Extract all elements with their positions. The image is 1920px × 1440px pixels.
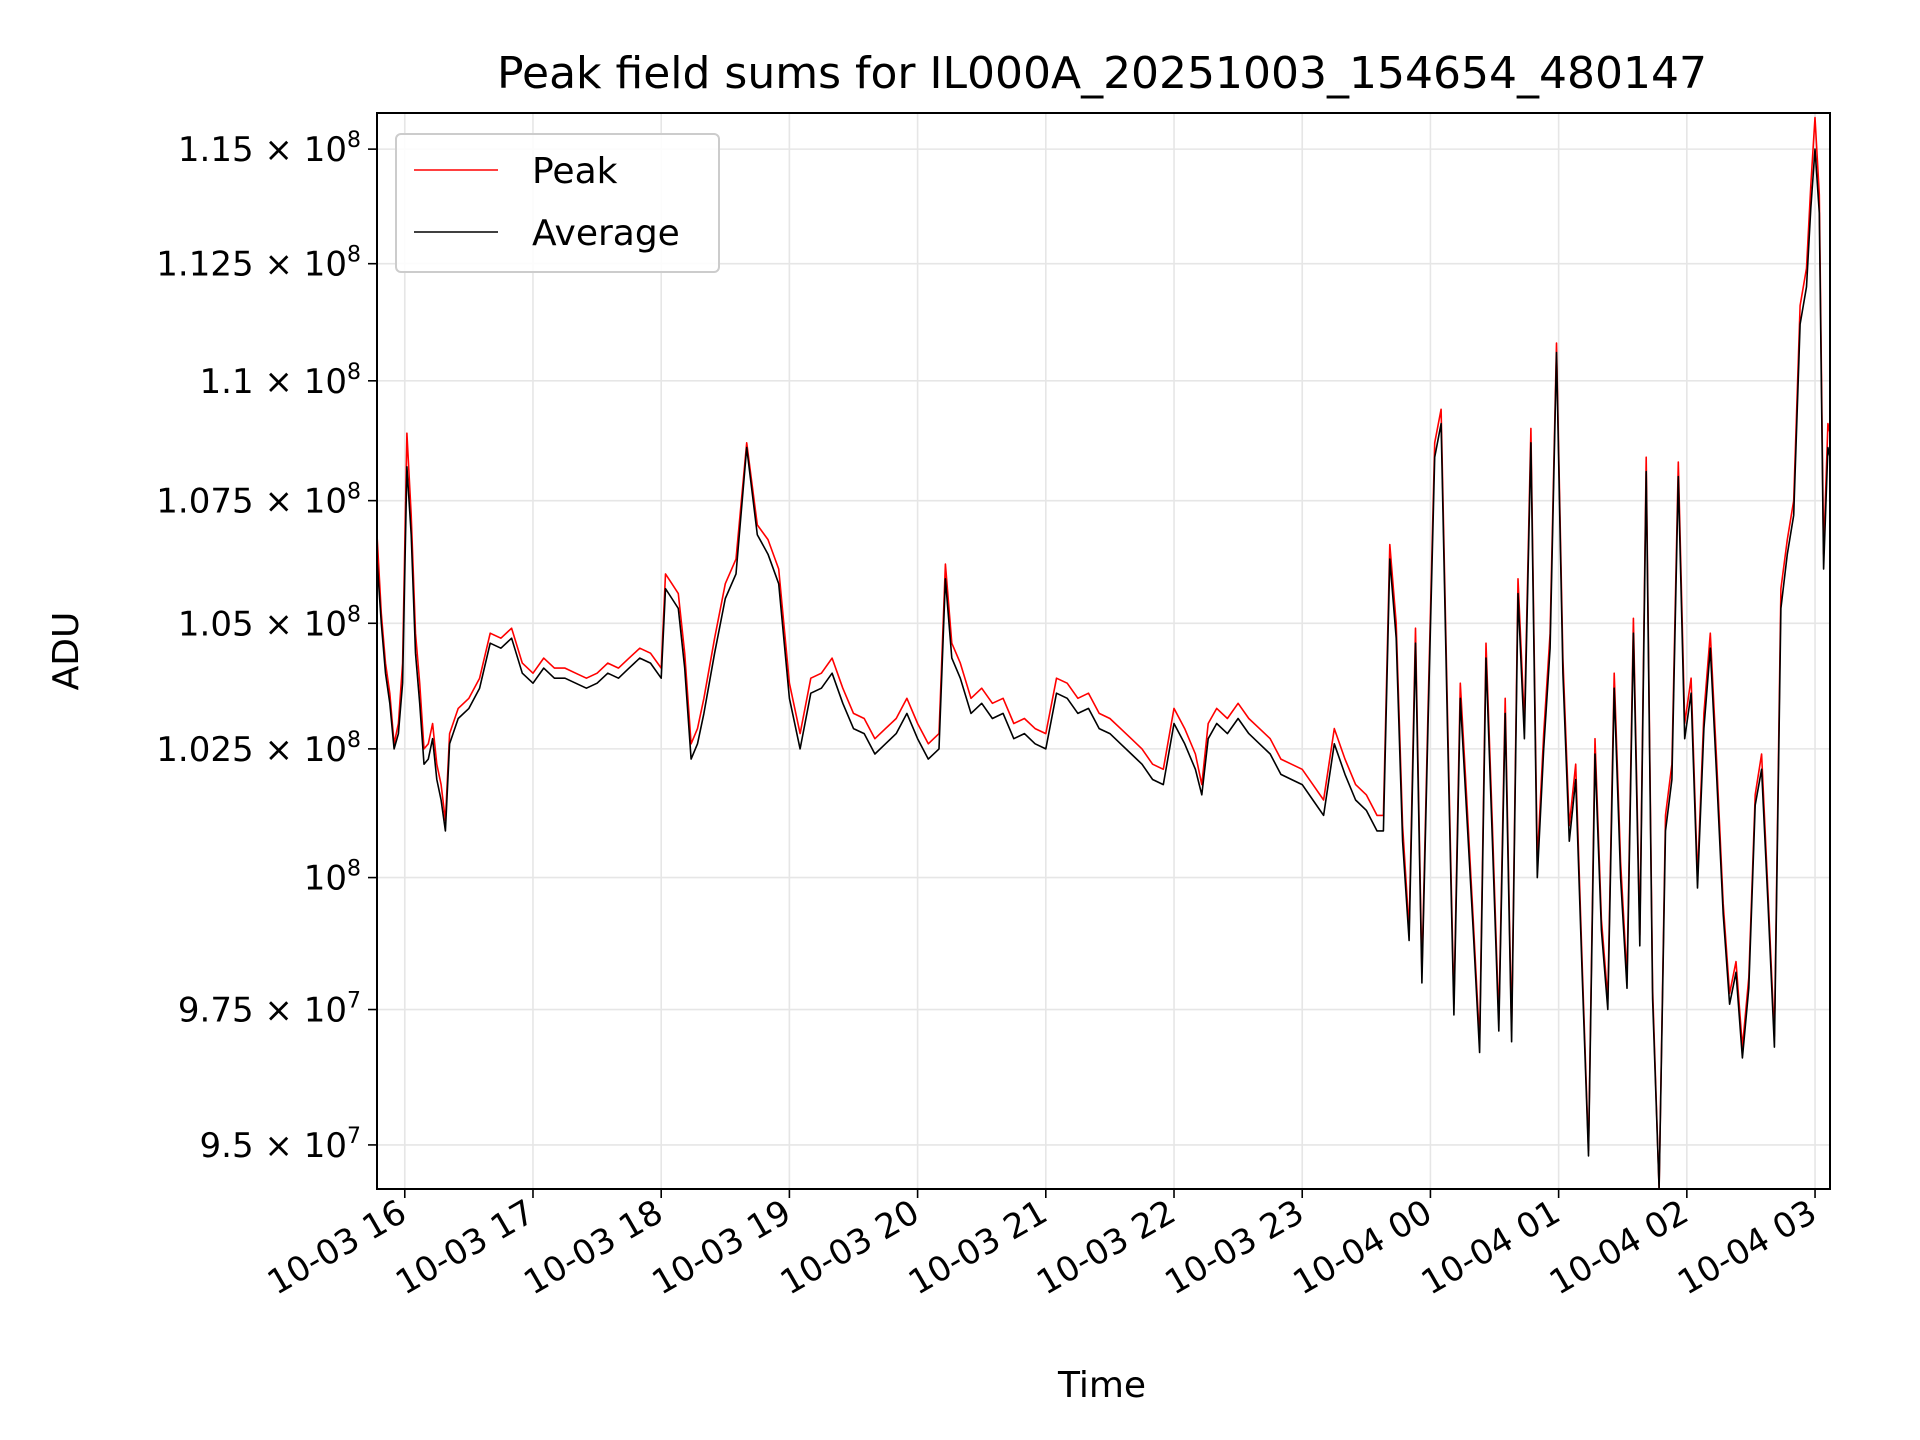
y-tick-label: 1.025 × 108 xyxy=(156,728,361,770)
y-tick-label: 9.5 × 107 xyxy=(200,1124,361,1166)
y-tick-exponent: 8 xyxy=(347,128,361,153)
y-axis-label: ADU xyxy=(46,612,87,691)
y-tick-exponent: 8 xyxy=(347,480,361,505)
y-tick-exponent: 7 xyxy=(347,989,361,1014)
plot-frame xyxy=(376,112,1831,1190)
y-tick-exponent: 8 xyxy=(347,360,361,385)
y-tick-label: 1.15 × 108 xyxy=(178,128,361,170)
y-tick-label: 1.075 × 108 xyxy=(156,480,361,522)
y-tick-label: 9.75 × 107 xyxy=(178,989,361,1031)
legend-average-label: Average xyxy=(532,213,680,254)
y-tick-label: 1.1 × 108 xyxy=(200,360,361,402)
legend-peak-label: Peak xyxy=(532,151,618,192)
chart-title: Peak field sums for IL000A_20251003_1546… xyxy=(497,48,1707,99)
grid-lines xyxy=(377,113,1830,1189)
legend: Peak Average xyxy=(395,133,720,273)
y-tick-label: 1.05 × 108 xyxy=(178,602,361,644)
series-lines xyxy=(376,116,1831,1190)
y-tick-label: 1.125 × 108 xyxy=(156,243,361,285)
y-tick-exponent: 8 xyxy=(347,857,361,882)
y-tick-exponent: 8 xyxy=(347,243,361,268)
x-axis-label: Time xyxy=(1057,1365,1146,1406)
y-tick-exponent: 8 xyxy=(347,602,361,627)
legend-box xyxy=(395,133,720,273)
y-tick-exponent: 8 xyxy=(347,728,361,753)
series-line-average xyxy=(376,148,1831,1190)
y-tick-exponent: 7 xyxy=(347,1124,361,1149)
